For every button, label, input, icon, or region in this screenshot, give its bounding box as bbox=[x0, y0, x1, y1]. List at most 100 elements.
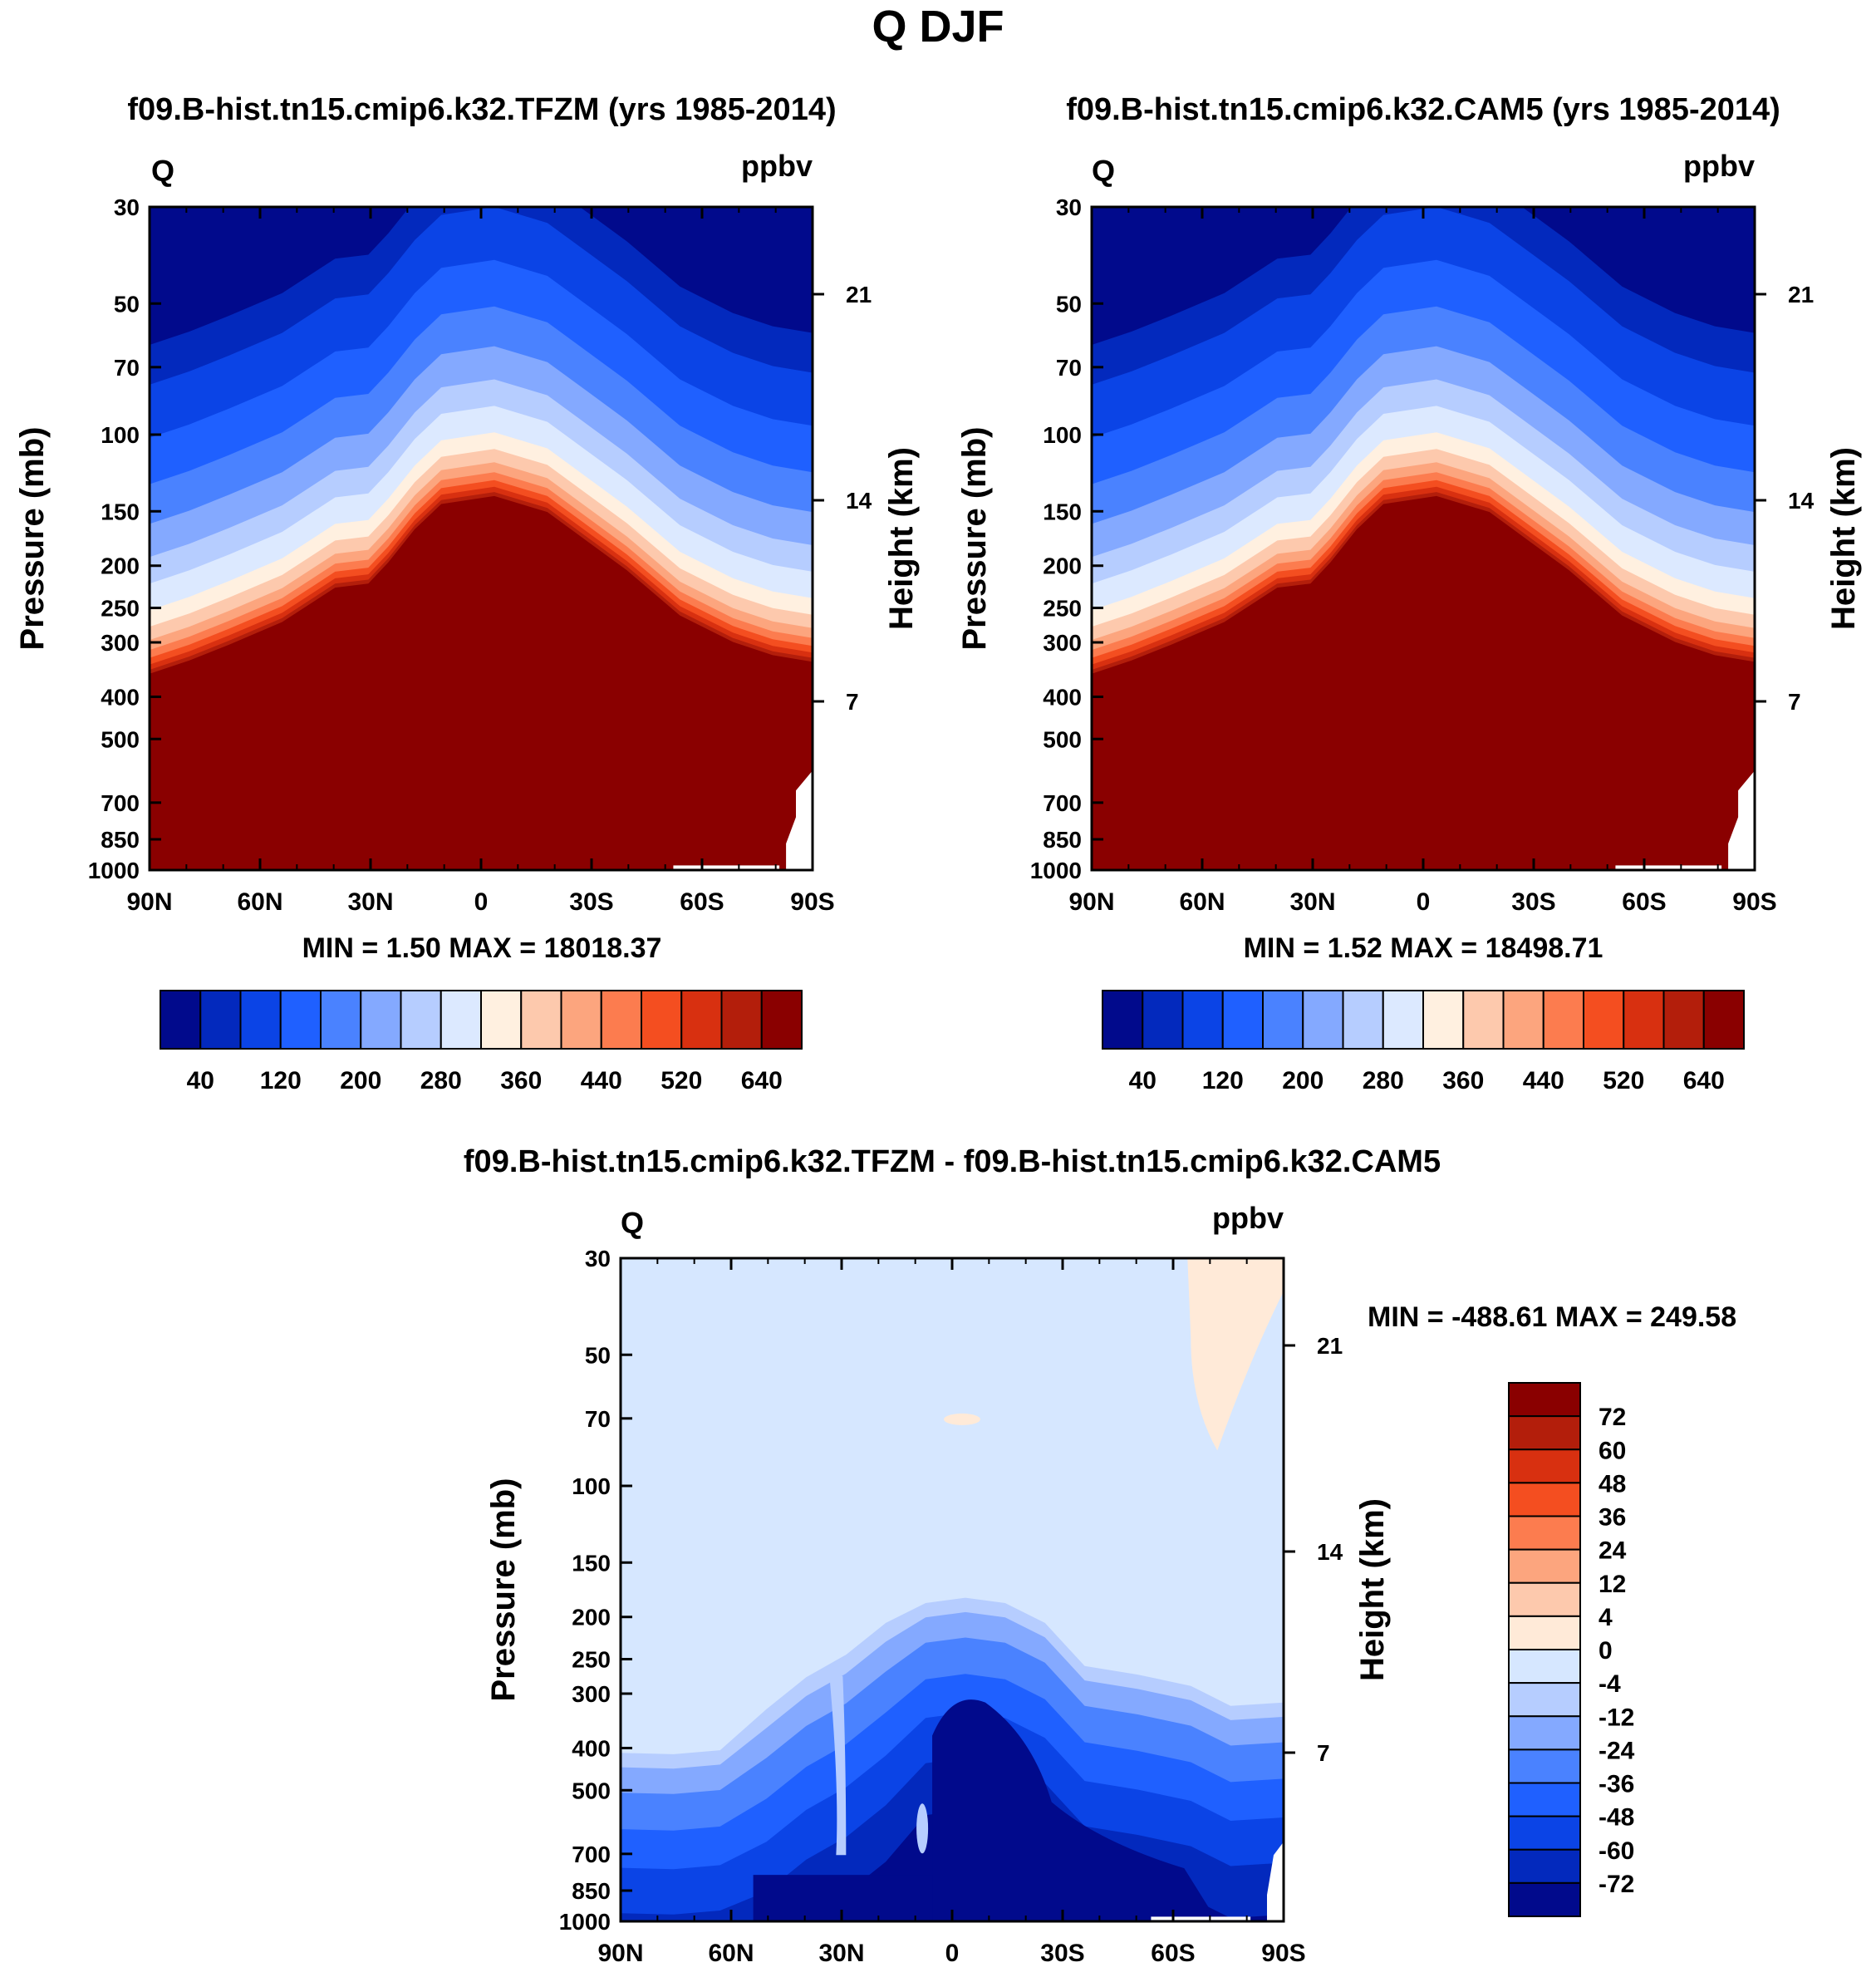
colorbar-label: 360 bbox=[500, 1067, 542, 1094]
colorbar: 40 120 200 280 360 440 520 640 bbox=[160, 990, 803, 1094]
colorbar-label: 120 bbox=[260, 1067, 302, 1094]
colorbar-swatch bbox=[1508, 1782, 1581, 1817]
colorbar-label: -60 bbox=[1599, 1837, 1634, 1865]
y-axis-label-right: Height (km) bbox=[1825, 447, 1862, 630]
x-tick-label: 90S bbox=[1732, 888, 1776, 916]
colorbar-swatch bbox=[1508, 1649, 1581, 1684]
x-tick-label: 60S bbox=[1151, 1940, 1195, 1967]
y-tick-label: 1000 bbox=[559, 1909, 611, 1935]
y-tick-label: 50 bbox=[1056, 291, 1082, 317]
x-tick-label: 90N bbox=[126, 888, 172, 916]
y-tick-label: 70 bbox=[585, 1406, 611, 1432]
var-label: Q bbox=[621, 1206, 644, 1240]
colorbar-label: 440 bbox=[1523, 1067, 1564, 1094]
y-tick-label: 50 bbox=[585, 1342, 611, 1368]
colorbar-swatch bbox=[760, 990, 803, 1050]
x-tick-label: 90N bbox=[597, 1940, 643, 1967]
colorbar-swatch bbox=[239, 990, 282, 1050]
y-tick-label: 250 bbox=[101, 596, 140, 622]
colorbar-label: -36 bbox=[1599, 1771, 1634, 1798]
colorbar-swatch bbox=[1508, 1715, 1581, 1751]
colorbar-swatch bbox=[360, 990, 402, 1050]
y-axis-label-left: Pressure (mb) bbox=[14, 427, 51, 651]
axes: 90N 60N 30N 0 30S 60S 90S 30 50 70 100 150 200 250 300… bbox=[956, 194, 1862, 916]
colorbar: 72 60 48 36 24 12 4 0 -4 -12 -24 -36 -48 -60 -72 bbox=[1508, 1382, 1635, 1917]
colorbar-swatch bbox=[1508, 1382, 1581, 1418]
y-tick-label: 500 bbox=[1043, 726, 1082, 752]
x-tick-label: 90S bbox=[790, 888, 834, 916]
positive-anomaly-region bbox=[1187, 1258, 1284, 1451]
colorbar-swatch bbox=[1102, 990, 1144, 1050]
var-label: Q bbox=[151, 154, 174, 188]
x-tick-label: 30N bbox=[347, 888, 393, 916]
colorbar-swatch bbox=[400, 990, 442, 1050]
colorbar-label: 280 bbox=[420, 1067, 462, 1094]
colorbar-label: 36 bbox=[1599, 1504, 1626, 1532]
colorbar-label: 0 bbox=[1599, 1637, 1613, 1665]
colorbar-swatch bbox=[1342, 990, 1384, 1050]
y-tick-label: 100 bbox=[1043, 422, 1082, 448]
y-tick-label: 500 bbox=[101, 726, 140, 752]
y-tick-label: 700 bbox=[572, 1842, 611, 1867]
colorbar-swatch bbox=[1221, 990, 1264, 1050]
contour-field bbox=[150, 207, 813, 870]
y-axis-label-left: Pressure (mb) bbox=[485, 1478, 522, 1702]
x-tick-label: 60N bbox=[237, 888, 282, 916]
colorbar-label: 40 bbox=[187, 1067, 214, 1094]
y-tick-label: 850 bbox=[1043, 827, 1082, 853]
colorbar-swatch bbox=[1702, 990, 1745, 1050]
colorbar-swatch bbox=[1583, 990, 1625, 1050]
x-tick-label: 0 bbox=[945, 1940, 960, 1967]
contour-field bbox=[621, 1258, 1284, 1921]
colorbar-swatch bbox=[600, 990, 642, 1050]
y-tick-label: 850 bbox=[101, 827, 140, 853]
colorbar-swatch bbox=[720, 990, 763, 1050]
contour-field bbox=[1092, 207, 1755, 870]
axes: 90N 60N 30N 0 30S 60S 90S 30 50 70 100 150 200 250 300… bbox=[14, 194, 920, 916]
height-tick-label: 7 bbox=[1317, 1740, 1330, 1766]
axes: 90N 60N 30N 0 30S 60S 90S 30 50 70 100 150 200 250 300… bbox=[485, 1246, 1391, 1967]
light-anomaly-blob bbox=[916, 1803, 929, 1854]
colorbar-swatch bbox=[1462, 990, 1505, 1050]
x-tick-label: 30N bbox=[1289, 888, 1335, 916]
var-label: Q bbox=[1092, 154, 1115, 188]
y-tick-label: 100 bbox=[101, 422, 140, 448]
colorbar-label: -12 bbox=[1599, 1704, 1634, 1731]
colorbar-label: -72 bbox=[1599, 1871, 1634, 1898]
y-tick-label: 700 bbox=[101, 790, 140, 816]
colorbar-label: -48 bbox=[1599, 1804, 1634, 1832]
height-tick-label: 7 bbox=[1788, 689, 1801, 715]
colorbar-swatch bbox=[1508, 1615, 1581, 1650]
colorbar-label: 48 bbox=[1599, 1470, 1626, 1498]
panel-title: f09.B-hist.tn15.cmip6.k32.TFZM (yrs 1985… bbox=[127, 92, 836, 127]
height-tick-label: 14 bbox=[846, 488, 872, 514]
height-tick-label: 14 bbox=[1788, 488, 1815, 514]
colorbar-label: 360 bbox=[1442, 1067, 1484, 1094]
colorbar-label: 24 bbox=[1599, 1537, 1627, 1565]
units-label: ppbv bbox=[1212, 1201, 1284, 1235]
height-tick-label: 21 bbox=[846, 282, 872, 307]
colorbar-label: 72 bbox=[1599, 1404, 1626, 1431]
y-axis-label-right: Height (km) bbox=[1354, 1498, 1391, 1681]
contour-band-15 bbox=[1092, 495, 1755, 870]
colorbar-swatch bbox=[1508, 1848, 1581, 1884]
colorbar-swatch bbox=[440, 990, 482, 1050]
colorbar-swatch bbox=[279, 990, 322, 1050]
colorbar-swatch bbox=[1508, 1748, 1581, 1784]
y-tick-label: 30 bbox=[1056, 194, 1082, 220]
x-tick-label: 60N bbox=[1179, 888, 1225, 916]
units-label: ppbv bbox=[1683, 149, 1755, 183]
panel-difference: f09.B-hist.tn15.cmip6.k32.TFZM - f09.B-h… bbox=[464, 1144, 1736, 1967]
colorbar-label: 12 bbox=[1599, 1571, 1626, 1598]
colorbar-swatch bbox=[199, 990, 242, 1050]
colorbar-swatch bbox=[1382, 990, 1424, 1050]
colorbar-swatch bbox=[1508, 1881, 1581, 1917]
colorbar-swatch bbox=[1623, 990, 1665, 1050]
panel-cam5: f09.B-hist.tn15.cmip6.k32.CAM5 (yrs 1985… bbox=[956, 92, 1862, 1094]
y-tick-label: 70 bbox=[1056, 355, 1082, 381]
y-tick-label: 1000 bbox=[88, 858, 140, 883]
missing-data-strip bbox=[1151, 1916, 1251, 1921]
y-tick-label: 150 bbox=[572, 1550, 611, 1576]
colorbar: 40 120 200 280 360 440 520 640 bbox=[1102, 990, 1745, 1094]
x-tick-label: 60S bbox=[1622, 888, 1666, 916]
